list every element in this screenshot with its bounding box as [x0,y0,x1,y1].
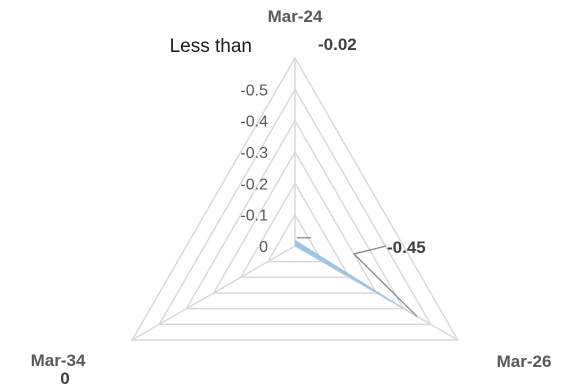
data-label: -0.02 [318,35,357,54]
data-labels: -0.02 -0.45 0 [60,35,425,388]
tick-label: -0.2 [240,176,268,193]
series-area-layer [295,239,418,317]
grid-ring [130,56,460,341]
category-label: Mar-26 [497,352,552,371]
series-area [295,239,418,317]
grid-ring [185,119,405,310]
leader-lines [297,237,418,317]
grid-spoke [131,245,296,341]
grid-ring [158,87,432,326]
category-labels: Mar-24 Mar-26 Mar-34 [31,7,552,371]
data-label: -0.45 [387,238,426,257]
grid-ring [212,150,378,294]
radar-grid [130,56,460,341]
tick-label: 0 [259,239,268,256]
category-label: Mar-34 [31,351,86,370]
category-label: Mar-24 [268,7,323,26]
annotation-less-than: Less than [170,36,252,57]
leader-line [352,245,418,317]
axis-tick-labels: 0 -0.1 -0.2 -0.3 -0.4 -0.5 [240,82,268,256]
tick-label: -0.5 [240,82,268,99]
grid-ring [239,181,351,279]
tick-label: -0.3 [240,145,268,162]
tick-label: -0.1 [240,208,268,225]
data-label: 0 [60,369,69,388]
tick-label: -0.4 [240,114,268,131]
